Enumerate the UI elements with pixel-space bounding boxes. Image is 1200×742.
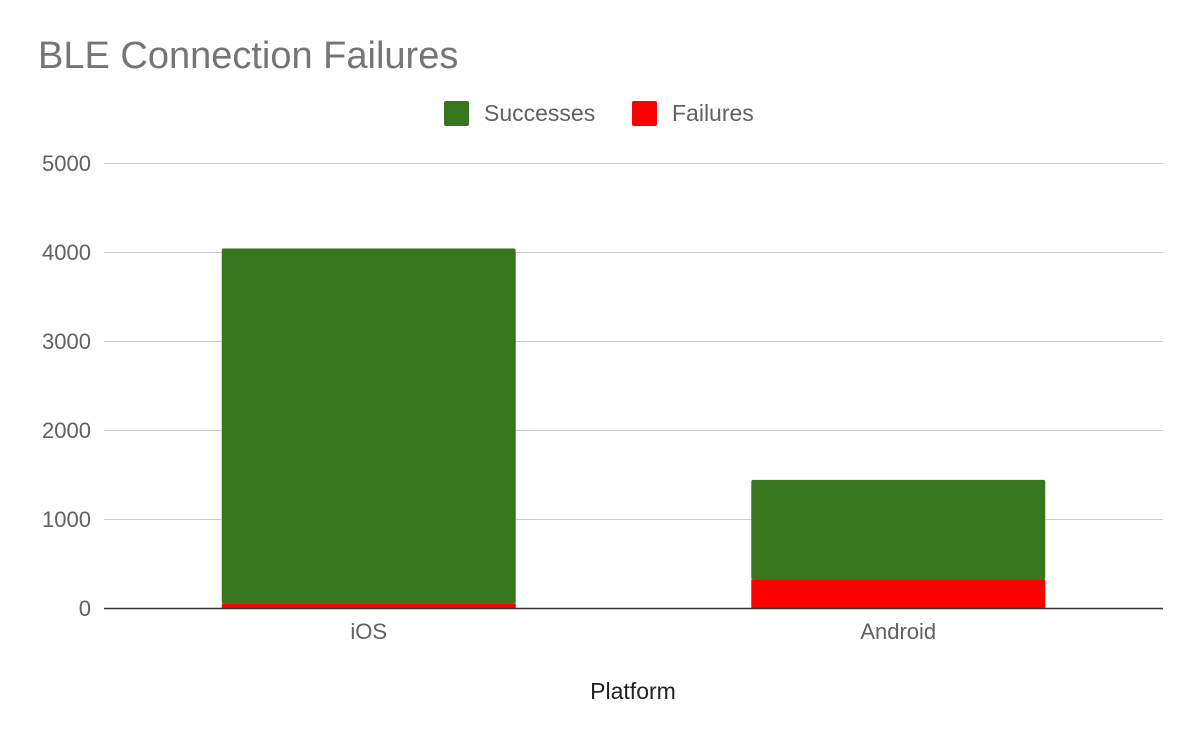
chart-title: BLE Connection Failures [38,35,458,77]
bar-failures-ios [221,603,516,608]
bar-successes-ios [221,248,516,604]
y-axis-ticks: 0 1000 2000 3000 4000 5000 [42,151,91,621]
legend: Successes Failures [444,100,754,126]
legend-label-failures: Failures [672,100,754,126]
y-tick-label: 0 [79,596,91,621]
y-tick-label: 5000 [42,151,91,176]
bars [221,248,1046,608]
y-tick-label: 1000 [42,507,91,532]
y-tick-label: 2000 [42,418,91,443]
y-tick-label: 4000 [42,240,91,265]
x-tick-label: iOS [350,619,387,644]
bar-failures-android [751,579,1046,608]
legend-label-successes: Successes [484,100,595,126]
x-tick-label: Android [860,619,936,644]
y-tick-label: 3000 [42,329,91,354]
x-axis-title: Platform [590,678,676,704]
legend-swatch-failures [632,101,657,126]
bar-successes-android [751,479,1046,580]
legend-swatch-successes [444,101,469,126]
x-axis-ticks: iOS Android [350,619,936,644]
